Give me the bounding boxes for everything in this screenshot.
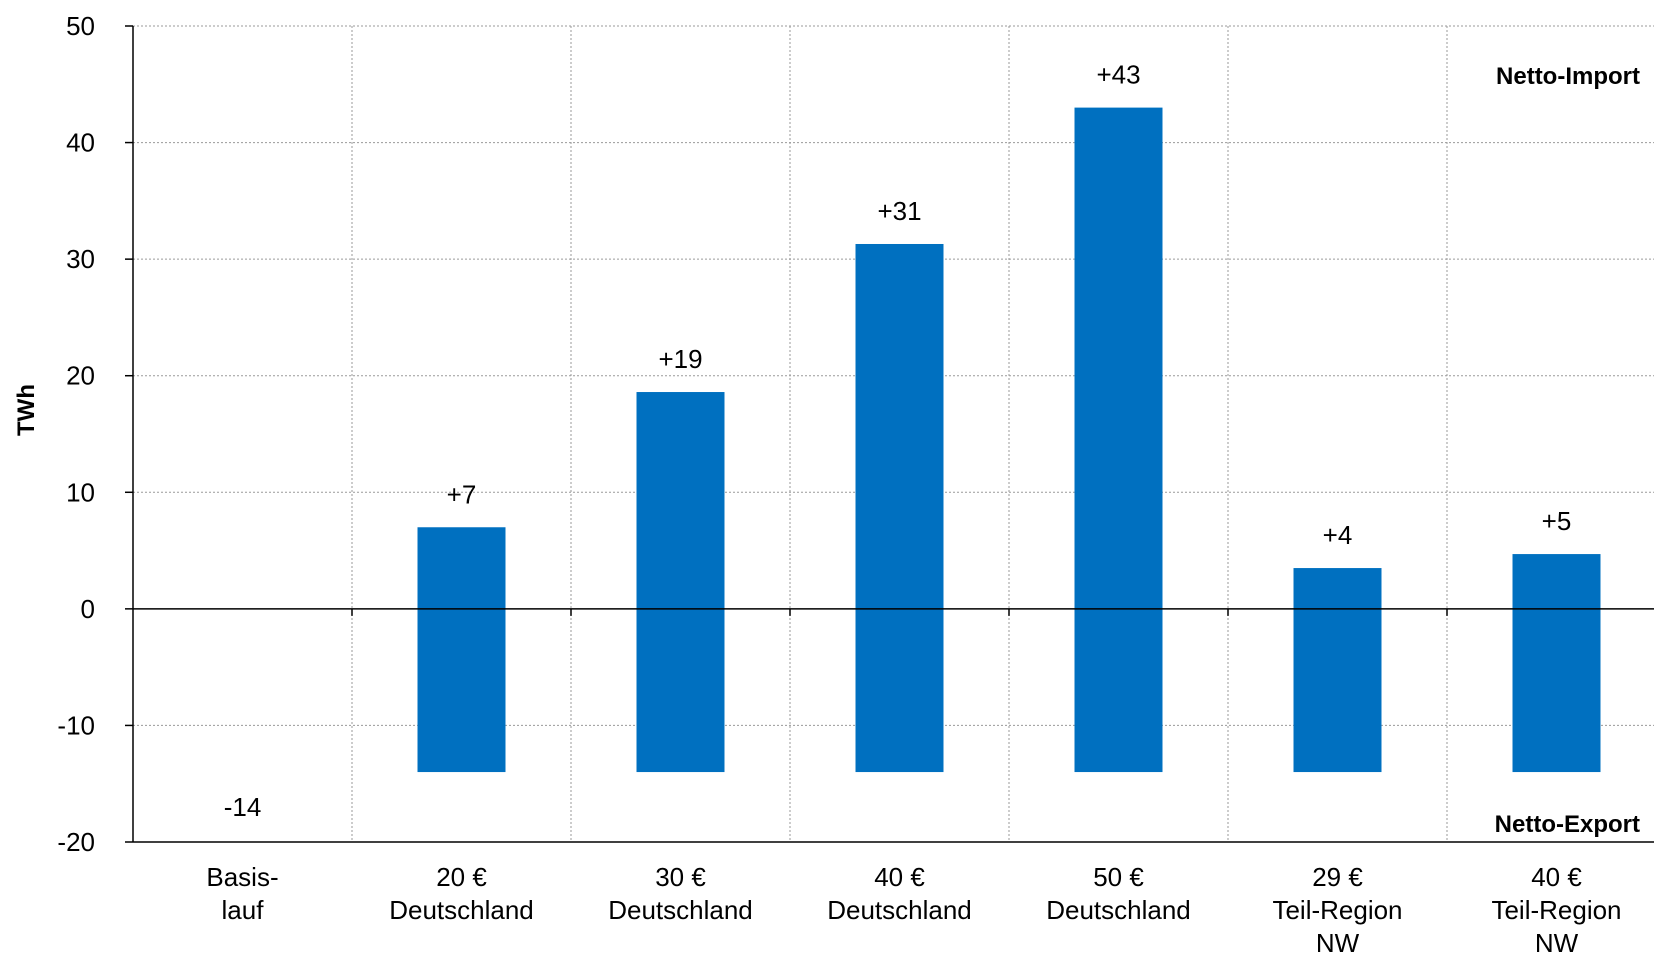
y-tick-label: -10 <box>57 710 95 740</box>
y-axis-label: TWh <box>13 384 40 436</box>
data-label: +4 <box>1323 520 1353 550</box>
bar <box>1512 554 1601 773</box>
bars <box>417 107 1601 773</box>
y-tick-label: 20 <box>66 361 95 391</box>
axes: -20 -10 0 10 20 30 40 50 Basis-lauf 20 € Deutschla… <box>57 11 1654 958</box>
data-label: +7 <box>447 479 477 509</box>
x-category-label: 40 € Teil-Region NW <box>1491 862 1621 958</box>
x-category-label: 30 € Deutschland <box>608 862 753 925</box>
data-label: +31 <box>877 196 921 226</box>
x-category-label: 20 € Deutschland <box>389 862 534 925</box>
x-category-label: 29 € Teil-Region NW <box>1272 862 1402 958</box>
bar <box>1074 107 1163 773</box>
x-category-label: 40 € Deutschland <box>827 862 972 925</box>
annotation-netto-export: Netto-Export <box>1495 811 1640 838</box>
x-category-label: Basis-lauf <box>206 862 278 925</box>
y-tick-label: 40 <box>66 128 95 158</box>
annotation-netto-import: Netto-Import <box>1496 63 1640 90</box>
data-label: -14 <box>224 792 262 822</box>
data-labels: -14 +7 +19 +31 +43 +4 +5 <box>224 60 1572 822</box>
bar <box>855 243 944 773</box>
bar <box>1293 568 1382 773</box>
bar <box>417 527 506 773</box>
y-tick-label: 50 <box>66 11 95 41</box>
y-tick-label: 0 <box>81 594 95 624</box>
data-label: +43 <box>1096 60 1140 90</box>
x-category-label: 50 € Deutschland <box>1046 862 1191 925</box>
y-tick-label: -20 <box>57 827 95 857</box>
data-label: +19 <box>658 344 702 374</box>
y-tick-label: 30 <box>66 244 95 274</box>
bar <box>636 392 725 773</box>
data-label: +5 <box>1542 506 1572 536</box>
y-tick-label: 10 <box>66 477 95 507</box>
